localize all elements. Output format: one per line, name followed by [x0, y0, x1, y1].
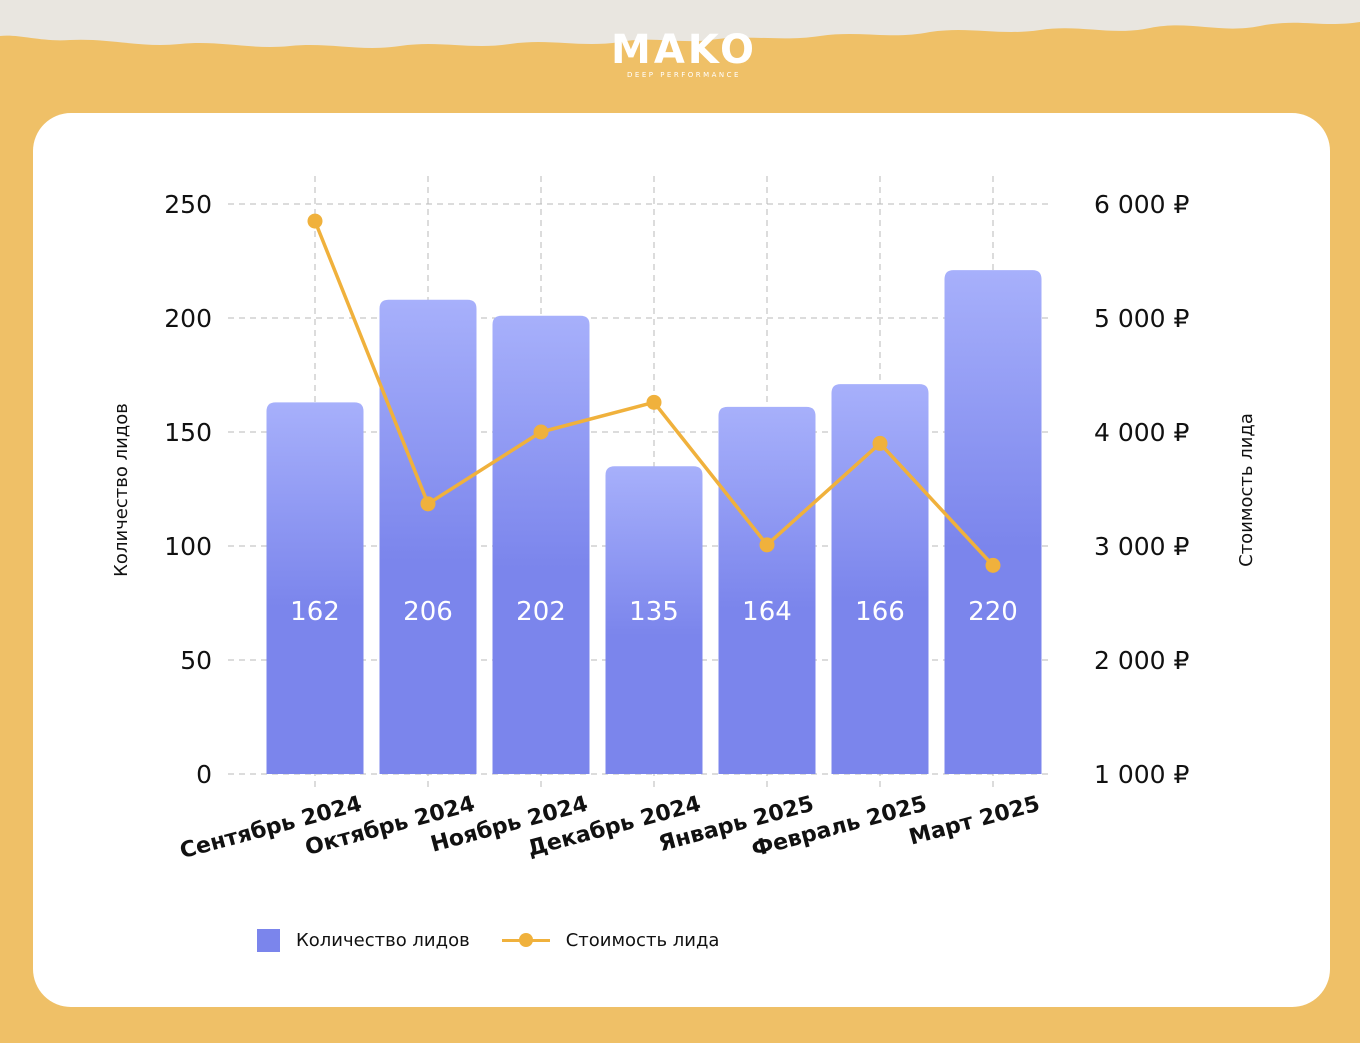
cost-point — [307, 213, 323, 229]
y-tick-label-right: 3 000 ₽ — [1094, 532, 1190, 561]
torn-paper-edge — [0, 0, 1360, 48]
legend-line-marker-icon — [501, 929, 550, 951]
cost-point — [533, 424, 549, 440]
y-axis-title-right: Стоимость лида — [1236, 413, 1257, 567]
cost-point — [759, 537, 775, 553]
y-tick-label-right: 2 000 ₽ — [1094, 646, 1190, 675]
bar — [831, 384, 929, 774]
line-series — [307, 213, 1001, 573]
bar — [718, 406, 816, 774]
legend: Количество лидов Стоимость лида — [257, 925, 751, 955]
brand-name: MAKO — [611, 27, 757, 73]
y-tick-label-left: 0 — [196, 760, 212, 789]
brand-tagline: DEEP PERFORMANCE — [627, 71, 741, 79]
cost-point — [985, 557, 1001, 573]
bar — [492, 315, 590, 774]
bar — [266, 402, 364, 774]
y-tick-label-left: 50 — [180, 646, 212, 675]
brand-logo: MAKO DEEP PERFORMANCE — [604, 30, 764, 80]
bar — [605, 466, 703, 774]
bar-value-label: 135 — [629, 597, 679, 627]
y-tick-label-left: 150 — [164, 418, 212, 447]
y-tick-label-right: 6 000 ₽ — [1094, 190, 1190, 219]
legend-label-leads: Количество лидов — [296, 929, 470, 951]
bar-series: 162 206 202 135 164 166 220 — [266, 270, 1042, 774]
y-tick-label-left: 250 — [164, 190, 212, 219]
y-tick-label-right: 4 000 ₽ — [1094, 418, 1190, 447]
legend-item-cost: Стоимость лида — [501, 929, 720, 951]
y-tick-label-right: 5 000 ₽ — [1094, 304, 1190, 333]
y-tick-label-left: 200 — [164, 304, 212, 333]
legend-bar-swatch-icon — [257, 928, 280, 952]
bar-value-label: 206 — [403, 597, 453, 627]
cost-point — [420, 496, 436, 512]
bar-value-label: 162 — [290, 597, 340, 627]
bar-value-label: 164 — [742, 597, 792, 627]
y-tick-label-right: 1 000 ₽ — [1094, 760, 1190, 789]
x-tick-label: Март 2025 — [907, 792, 1043, 851]
bar — [944, 270, 1042, 774]
bar-value-label: 202 — [516, 597, 566, 627]
bar-value-label: 166 — [855, 597, 905, 627]
bar — [379, 299, 477, 774]
y-axis-title-left: Количество лидов — [111, 403, 132, 577]
bar-value-label: 220 — [968, 597, 1018, 627]
legend-item-leads: Количество лидов — [257, 928, 470, 952]
legend-label-cost: Стоимость лида — [565, 929, 720, 951]
cost-point — [646, 394, 662, 410]
y-tick-label-left: 100 — [164, 532, 212, 561]
cost-point — [872, 435, 888, 451]
